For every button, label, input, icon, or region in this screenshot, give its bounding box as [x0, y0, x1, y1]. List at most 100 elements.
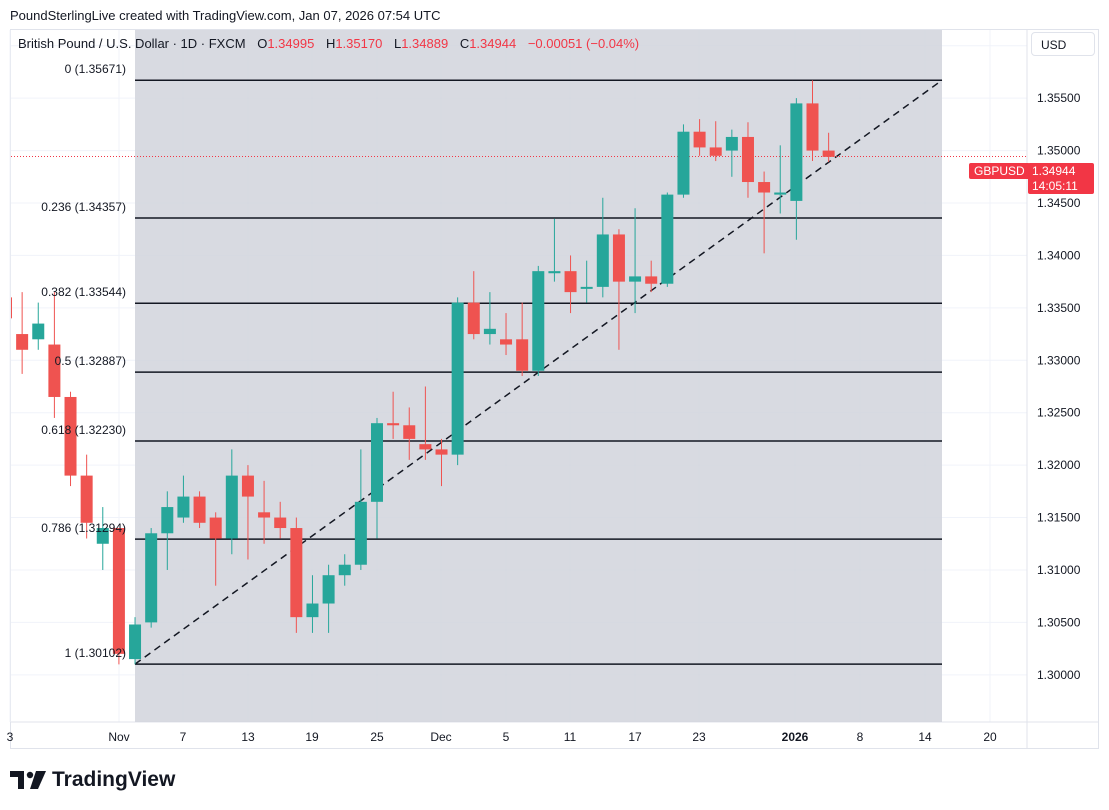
candle-up — [596, 234, 609, 287]
candle-down — [193, 496, 206, 523]
x-tick-label: 7 — [180, 730, 187, 744]
y-tick-label: 1.32000 — [1037, 458, 1081, 472]
candle-down — [64, 396, 77, 476]
low-label: L — [393, 36, 402, 51]
y-tick-label: 1.35000 — [1037, 144, 1081, 158]
candle-up — [532, 271, 545, 371]
candle-up — [96, 528, 109, 544]
candle-down — [467, 302, 480, 335]
high-value: 1.35170 — [335, 36, 383, 51]
x-tick-label: 14 — [918, 730, 932, 744]
fib-level-label: 0.5 (1.32887) — [55, 354, 126, 368]
x-tick-label: 3 — [7, 730, 14, 744]
x-tick-label: 5 — [503, 730, 510, 744]
y-tick-label: 1.30000 — [1037, 668, 1081, 682]
ticker-price-tag: GBPUSD — [969, 163, 1030, 179]
candle-down — [435, 449, 448, 455]
tradingview-logo-text: TradingView — [52, 768, 176, 791]
candle-up — [225, 475, 238, 539]
candle-up — [790, 103, 803, 201]
current-price-box: 1.34944 14:05:11 — [1028, 163, 1094, 194]
x-tick-label: 19 — [305, 730, 319, 744]
candle-down — [693, 131, 706, 148]
candle-up — [145, 533, 158, 623]
currency-button[interactable]: USD — [1031, 32, 1095, 56]
candle-down — [758, 182, 771, 193]
open-value: 1.34995 — [267, 36, 315, 51]
x-tick-label: Dec — [430, 730, 451, 744]
candle-down — [387, 423, 400, 426]
fib-level-label: 1 (1.30102) — [65, 646, 126, 660]
candle-down — [419, 444, 432, 450]
fib-level-label: 0.236 (1.34357) — [41, 200, 126, 214]
open-label: O — [257, 36, 268, 51]
candle-down — [112, 528, 125, 654]
high-label: H — [325, 36, 336, 51]
tradingview-logo[interactable]: TradingView — [10, 768, 175, 792]
candle-up — [129, 624, 142, 660]
current-price-label: 1.34944 — [1032, 164, 1076, 178]
fib-level-label: 0.786 (1.31294) — [41, 521, 126, 535]
candle-down — [741, 136, 754, 183]
y-tick-label: 1.30500 — [1037, 615, 1081, 629]
candle-down — [16, 334, 29, 350]
candle-up — [677, 131, 690, 195]
x-tick-label: 20 — [983, 730, 997, 744]
candle-down — [822, 150, 835, 157]
fib-level-label: 0 (1.35671) — [65, 62, 126, 76]
candle-down — [645, 276, 658, 284]
candle-up — [32, 323, 45, 340]
y-tick-label: 1.31500 — [1037, 511, 1081, 525]
candle-up — [483, 328, 496, 335]
change-value: −0.00051 (−0.04%) — [527, 36, 640, 51]
candle-down — [258, 512, 271, 518]
low-value: 1.34889 — [401, 36, 449, 51]
candle-down — [290, 528, 303, 618]
bar-countdown-label: 14:05:11 — [1032, 179, 1078, 193]
candle-up — [629, 276, 642, 282]
x-tick-label: 2026 — [782, 730, 809, 744]
candle-down — [274, 517, 287, 529]
candle-down — [48, 344, 61, 397]
candle-down — [11, 297, 12, 319]
y-tick-label: 1.34500 — [1037, 196, 1081, 210]
candle-up — [451, 302, 464, 455]
candle-down — [209, 517, 222, 539]
x-tick-label: 13 — [241, 730, 255, 744]
candle-up — [661, 194, 674, 284]
candle-up — [306, 603, 319, 618]
x-tick-label: 17 — [628, 730, 642, 744]
y-tick-label: 1.34000 — [1037, 248, 1081, 262]
x-tick-label: Nov — [108, 730, 129, 744]
chart-author-header: PoundSterlingLive created with TradingVi… — [10, 8, 441, 23]
candle-up — [177, 496, 190, 518]
x-tick-label: 25 — [370, 730, 384, 744]
candle-down — [516, 339, 529, 371]
candle-down — [403, 425, 416, 439]
y-tick-label: 1.35500 — [1037, 91, 1081, 105]
y-tick-label: 1.33000 — [1037, 353, 1081, 367]
candle-down — [241, 475, 254, 497]
candle-up — [354, 501, 367, 565]
candle-down — [500, 339, 513, 345]
close-value: 1.34944 — [469, 36, 517, 51]
candle-down — [806, 103, 819, 151]
candles-group — [11, 80, 835, 665]
candle-up — [161, 507, 174, 534]
symbol-description: British Pound / U.S. Dollar · 1D · FXCM — [18, 36, 246, 51]
x-tick-label: 23 — [692, 730, 706, 744]
candle-down — [709, 147, 722, 156]
x-tick-label: 8 — [857, 730, 864, 744]
fib-level-label: 0.382 (1.33544) — [41, 285, 126, 299]
candle-up — [580, 286, 593, 289]
candle-down — [564, 271, 577, 293]
candle-up — [322, 575, 335, 604]
fib-level-label: 0.618 (1.32230) — [41, 423, 126, 437]
candle-up — [338, 564, 351, 576]
y-tick-label: 1.32500 — [1037, 406, 1081, 420]
candle-down — [80, 475, 93, 523]
x-tick-label: 11 — [564, 730, 577, 744]
candle-up — [370, 423, 383, 502]
candle-down — [612, 234, 625, 282]
